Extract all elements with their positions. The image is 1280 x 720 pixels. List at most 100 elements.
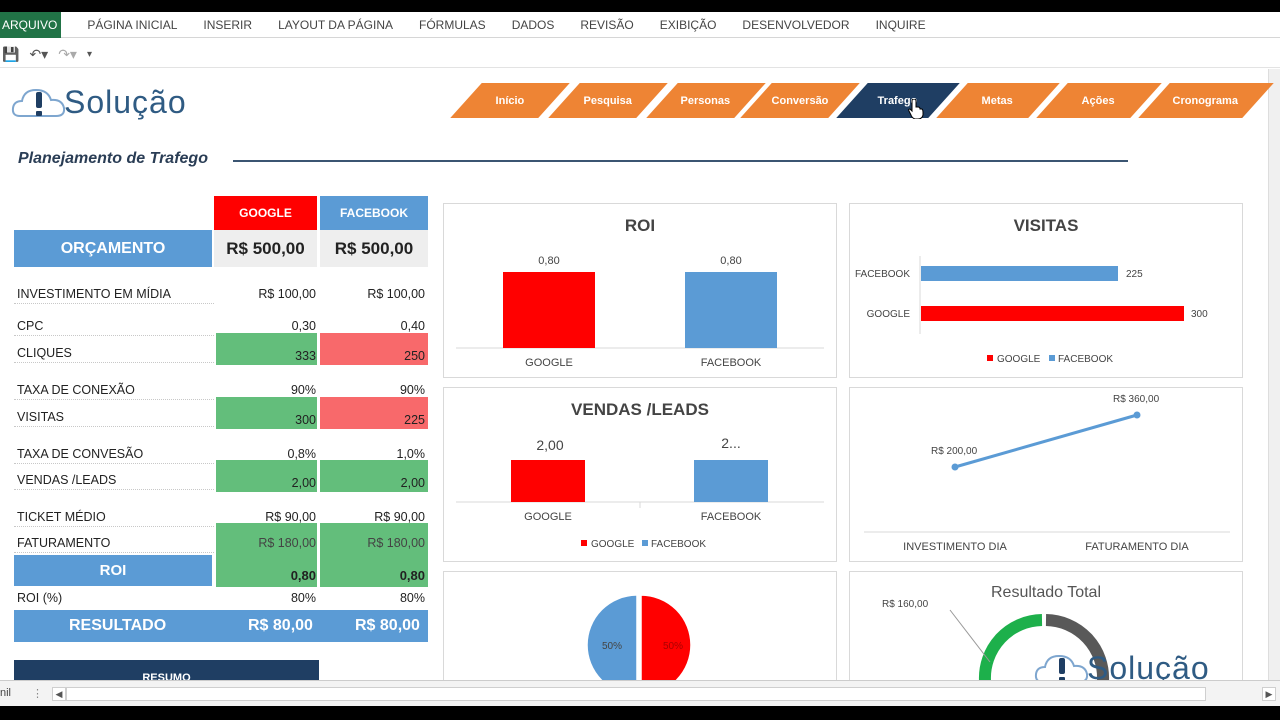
row-roi-pct: ROI (%) 80% 80% bbox=[14, 578, 428, 608]
nav-cronograma-label: Cronograma bbox=[1173, 94, 1239, 107]
pie-slice-facebook bbox=[586, 594, 638, 687]
roi-google: 0,80 bbox=[290, 568, 316, 583]
tab-exibicao[interactable]: EXIBIÇÃO bbox=[659, 17, 717, 32]
row-label: VISITAS bbox=[17, 410, 65, 424]
investimento-chart: R$ 200,00 R$ 360,00 INVESTIMENTO DIA FAT… bbox=[864, 394, 1230, 553]
vendas-bar-facebook bbox=[694, 460, 768, 502]
nav-personas-label: Personas bbox=[681, 94, 731, 107]
row-google-value: 80% bbox=[290, 591, 316, 605]
row-taxa-conversao: TAXA DE CONVESÃO 0,8% 1,0% bbox=[14, 434, 428, 464]
header-google: GOOGLE bbox=[214, 196, 317, 230]
window-bottom-bar bbox=[0, 706, 1280, 720]
doughnut-chart: R$ 160,00 bbox=[882, 599, 1110, 682]
sheet-tab-fragment[interactable]: nil bbox=[0, 687, 12, 699]
redo-icon[interactable]: ↷▾ bbox=[58, 46, 77, 62]
vertical-scrollbar[interactable] bbox=[1268, 69, 1280, 680]
row-facebook-value: R$ 90,00 bbox=[374, 510, 425, 524]
tab-dados[interactable]: DADOS bbox=[511, 17, 555, 32]
vendas-bar-google bbox=[511, 460, 585, 502]
scroll-right-button[interactable]: ▶ bbox=[1262, 687, 1276, 701]
visitas-label-facebook: 225 bbox=[1126, 269, 1143, 280]
resultado-total-title: Resultado Total bbox=[991, 584, 1101, 601]
roi-chart-panel: ROI 0,80 0,80 GOOGLE FACEBOOK bbox=[443, 203, 837, 378]
roi-chart: 0,80 0,80 GOOGLE FACEBOOK bbox=[456, 255, 824, 369]
line-point-faturamento bbox=[1133, 411, 1141, 419]
row-facebook-value: R$ 180,00 bbox=[367, 536, 425, 550]
roi-bar-google bbox=[503, 272, 595, 348]
pie-label-google: 50% bbox=[663, 641, 683, 652]
roi-label-facebook: 0,80 bbox=[720, 255, 741, 267]
row-google-value: R$ 90,00 bbox=[265, 510, 316, 524]
row-facebook-value: 250 bbox=[404, 349, 425, 363]
line-point-investimento bbox=[951, 463, 959, 471]
legend-swatch-google bbox=[581, 540, 587, 546]
tab-layout[interactable]: LAYOUT DA PÁGINA bbox=[278, 17, 393, 32]
row-facebook-value: 90% bbox=[399, 383, 425, 397]
row-faturamento: FATURAMENTO R$ 180,00 R$ 180,00 bbox=[14, 523, 428, 555]
row-cpc: CPC 0,30 0,40 bbox=[14, 306, 428, 336]
row-facebook-value: 0,40 bbox=[400, 319, 425, 333]
resultado-facebook: R$ 80,00 bbox=[355, 617, 420, 634]
nav-metas-label: Metas bbox=[982, 94, 1014, 107]
tab-desenvolvedor[interactable]: DESENVOLVEDOR bbox=[742, 17, 850, 32]
line-label-faturamento: R$ 360,00 bbox=[1113, 394, 1160, 405]
row-google-value: R$ 180,00 bbox=[258, 536, 316, 550]
row-label: INVESTIMENTO EM MÍDIA bbox=[17, 287, 171, 301]
roi-label: ROI bbox=[14, 555, 212, 586]
watermark-logo: Solução bbox=[1033, 648, 1210, 688]
row-ticket: TICKET MÉDIO R$ 90,00 R$ 90,00 bbox=[14, 497, 428, 527]
row-investimento: INVESTIMENTO EM MÍDIA R$ 100,00 R$ 100,0… bbox=[14, 274, 428, 304]
row-google-value: 90% bbox=[290, 383, 316, 397]
tab-arquivo[interactable]: ARQUIVO bbox=[0, 11, 62, 38]
pie-chart-panel: 50% 50% bbox=[443, 571, 837, 687]
legend-swatch-google bbox=[987, 355, 993, 361]
roi-bar-facebook bbox=[685, 272, 777, 348]
header-facebook: FACEBOOK bbox=[320, 196, 428, 230]
tab-inserir[interactable]: INSERIR bbox=[203, 17, 253, 32]
tab-inquire[interactable]: INQUIRE bbox=[875, 17, 926, 32]
visitas-cat-google: GOOGLE bbox=[867, 309, 911, 320]
row-google-value: 300 bbox=[295, 413, 316, 427]
tab-revisao[interactable]: REVISÃO bbox=[580, 17, 634, 32]
quick-access-toolbar: 💾 ↶▾ ↷▾ ▾ bbox=[0, 42, 1280, 68]
row-roi: ROI 0,80 0,80 bbox=[14, 555, 428, 587]
row-google-value: 2,00 bbox=[291, 476, 316, 490]
line-series bbox=[954, 413, 1138, 469]
nav-inicio-label: Início bbox=[495, 94, 525, 107]
cloud-watermark-icon bbox=[1034, 654, 1089, 683]
orcamento-google: R$ 500,00 bbox=[214, 230, 317, 267]
row-label: VENDAS /LEADS bbox=[17, 473, 117, 487]
tab-pagina-inicial[interactable]: PÁGINA INICIAL bbox=[87, 17, 178, 32]
tab-splitter-icon[interactable]: ⋮ bbox=[32, 688, 43, 700]
tab-formulas[interactable]: FÓRMULAS bbox=[419, 17, 486, 32]
row-google-value: 0,8% bbox=[287, 447, 317, 461]
row-google-value: 333 bbox=[295, 349, 316, 363]
logo: Solução bbox=[10, 82, 187, 122]
window-top-bar bbox=[0, 0, 1280, 12]
visitas-chart: FACEBOOK GOOGLE 225 300 GOOGLE FACEBOOK bbox=[855, 256, 1208, 365]
roi-cat-google: GOOGLE bbox=[525, 357, 573, 369]
horizontal-scrollbar[interactable] bbox=[66, 687, 1206, 701]
legend-swatch-facebook bbox=[1049, 355, 1055, 361]
vendas-chart-panel: VENDAS /LEADS 2,00 2... GOOGLE FACEBOOK … bbox=[443, 387, 837, 562]
line-cat-investimento: INVESTIMENTO DIA bbox=[903, 541, 1007, 553]
investimento-chart-panel: R$ 200,00 R$ 360,00 INVESTIMENTO DIA FAT… bbox=[849, 387, 1243, 562]
undo-icon[interactable]: ↶▾ bbox=[29, 46, 49, 62]
legend-facebook: FACEBOOK bbox=[1058, 354, 1113, 365]
row-label: TAXA DE CONEXÃO bbox=[17, 383, 135, 397]
hand-cursor-icon bbox=[908, 99, 924, 119]
watermark-text: Solução bbox=[1087, 649, 1210, 686]
page-title: Planejamento de Trafego bbox=[18, 150, 208, 167]
scroll-left-button[interactable]: ◀ bbox=[52, 687, 66, 701]
legend-google: GOOGLE bbox=[591, 539, 635, 550]
resultado-google: R$ 80,00 bbox=[248, 617, 313, 634]
vendas-chart-title: VENDAS /LEADS bbox=[571, 400, 709, 419]
row-label: TICKET MÉDIO bbox=[17, 510, 106, 524]
nav-conversao-label: Conversão bbox=[771, 94, 829, 107]
nav-cronograma[interactable]: Cronograma bbox=[1138, 83, 1274, 118]
nav-acoes-label: Ações bbox=[1082, 94, 1116, 107]
customize-toolbar-icon[interactable]: ▾ bbox=[86, 49, 92, 60]
pie-slice-google bbox=[640, 594, 692, 687]
save-icon[interactable]: 💾 bbox=[2, 46, 20, 62]
cloud-logo-icon bbox=[11, 88, 66, 117]
